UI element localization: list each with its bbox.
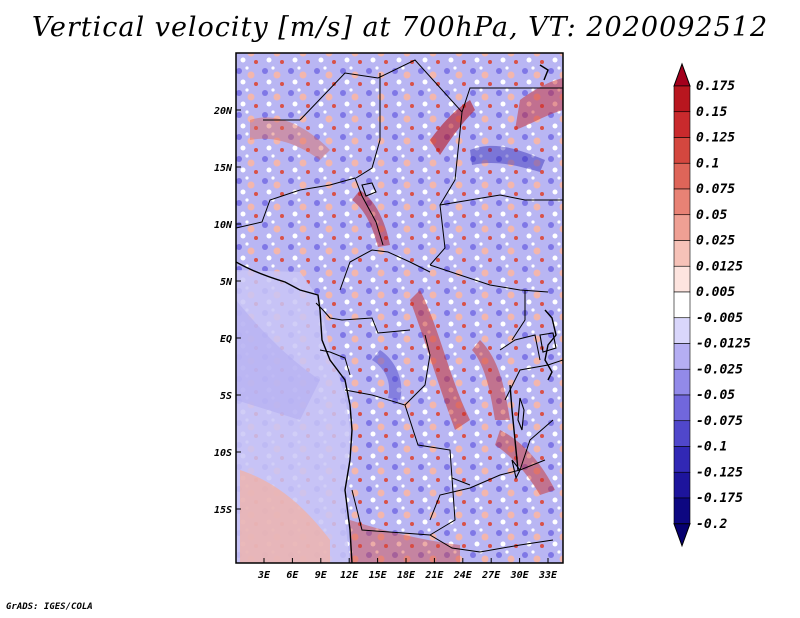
colorbar-segment bbox=[673, 291, 691, 319]
colorbar-segment bbox=[673, 162, 691, 190]
colorbar-label: 0.0125 bbox=[696, 259, 743, 274]
lon-label: 12E bbox=[340, 570, 359, 581]
lat-label: 5N bbox=[220, 277, 233, 288]
lat-label: 10S bbox=[214, 448, 232, 459]
colorbar-segment bbox=[673, 188, 691, 216]
colorbar-label: 0.005 bbox=[696, 285, 735, 300]
lat-label: 15N bbox=[214, 163, 233, 174]
lon-label: 21E bbox=[424, 570, 444, 581]
map-panel: 20N 15N 10N 5N EQ 5S 10S 15S 3E 6E 9E 12E 15E 18E 21E… bbox=[213, 52, 564, 581]
colorbar-label: 0.05 bbox=[696, 208, 727, 223]
colorbar: 0.175 0.15 0.125 0.1 0.075 0.05 0.025 0.0125 0.0… bbox=[673, 62, 751, 548]
colorbar-label: -0.05 bbox=[696, 388, 735, 403]
colorbar-segment bbox=[673, 471, 691, 499]
colorbar-label: 0.125 bbox=[696, 131, 735, 146]
lon-label: 18E bbox=[397, 570, 416, 581]
colorbar-segment bbox=[673, 343, 691, 370]
colorbar-bottom-arrow bbox=[673, 523, 691, 548]
lon-label: 9E bbox=[315, 570, 328, 581]
colorbar-segment bbox=[673, 394, 691, 422]
colorbar-label: -0.075 bbox=[696, 414, 743, 429]
field-overlays bbox=[236, 59, 563, 563]
map-frame bbox=[235, 52, 564, 564]
lat-label: 15S bbox=[214, 505, 232, 516]
longitude-ticks: 3E 6E 9E 12E 15E 18E 21E 24E 27E 30E 33E bbox=[257, 558, 558, 581]
colorbar-label: 0.15 bbox=[696, 105, 727, 120]
lon-label: 30E bbox=[510, 570, 530, 581]
lon-label: 3E bbox=[257, 570, 271, 581]
colorbar-label: -0.025 bbox=[696, 362, 743, 377]
colorbar-label: -0.005 bbox=[696, 311, 743, 326]
colorbar-segment bbox=[673, 446, 691, 473]
grads-credit: GrADS: IGES/COLA bbox=[6, 602, 93, 612]
colorbar-segment bbox=[673, 317, 691, 344]
colorbar-segment bbox=[673, 265, 691, 293]
colorbar-segment bbox=[673, 368, 691, 396]
latitude-ticks: 20N 15N 10N 5N EQ 5S 10S 15S bbox=[213, 106, 241, 516]
colorbar-segment bbox=[673, 214, 691, 241]
lat-label: 5S bbox=[220, 391, 232, 402]
lon-label: 15E bbox=[369, 570, 388, 581]
colorbar-label: 0.075 bbox=[696, 182, 735, 197]
lon-label: 33E bbox=[538, 570, 558, 581]
lat-label: 10N bbox=[214, 220, 233, 231]
coastlines bbox=[236, 64, 557, 563]
colorbar-label: 0.175 bbox=[696, 79, 735, 94]
lon-label: 24E bbox=[453, 570, 473, 581]
lon-label: 27E bbox=[481, 570, 501, 581]
colorbar-segment bbox=[673, 85, 691, 113]
country-borders bbox=[236, 59, 563, 553]
colorbar-segment bbox=[673, 111, 691, 138]
colorbar-label: -0.2 bbox=[696, 517, 727, 532]
colorbar-segment bbox=[673, 240, 691, 267]
colorbar-segment bbox=[673, 137, 691, 164]
lat-label: EQ bbox=[220, 334, 232, 345]
colorbar-segment bbox=[673, 497, 691, 525]
colorbar-segment bbox=[673, 420, 691, 447]
map-title: Vertical velocity [m/s] at 700hPa, VT: 2… bbox=[31, 12, 769, 43]
colorbar-top-arrow bbox=[673, 62, 691, 87]
colorbar-label: -0.175 bbox=[696, 491, 743, 506]
lon-label: 6E bbox=[286, 570, 299, 581]
colorbar-label: -0.125 bbox=[696, 465, 743, 480]
lat-label: 20N bbox=[213, 106, 233, 117]
colorbar-label: 0.025 bbox=[696, 234, 735, 249]
lakes bbox=[361, 182, 557, 480]
colorbar-label: -0.0125 bbox=[696, 337, 751, 352]
colorbar-label: 0.1 bbox=[696, 156, 719, 171]
colorbar-label: -0.1 bbox=[696, 440, 727, 455]
